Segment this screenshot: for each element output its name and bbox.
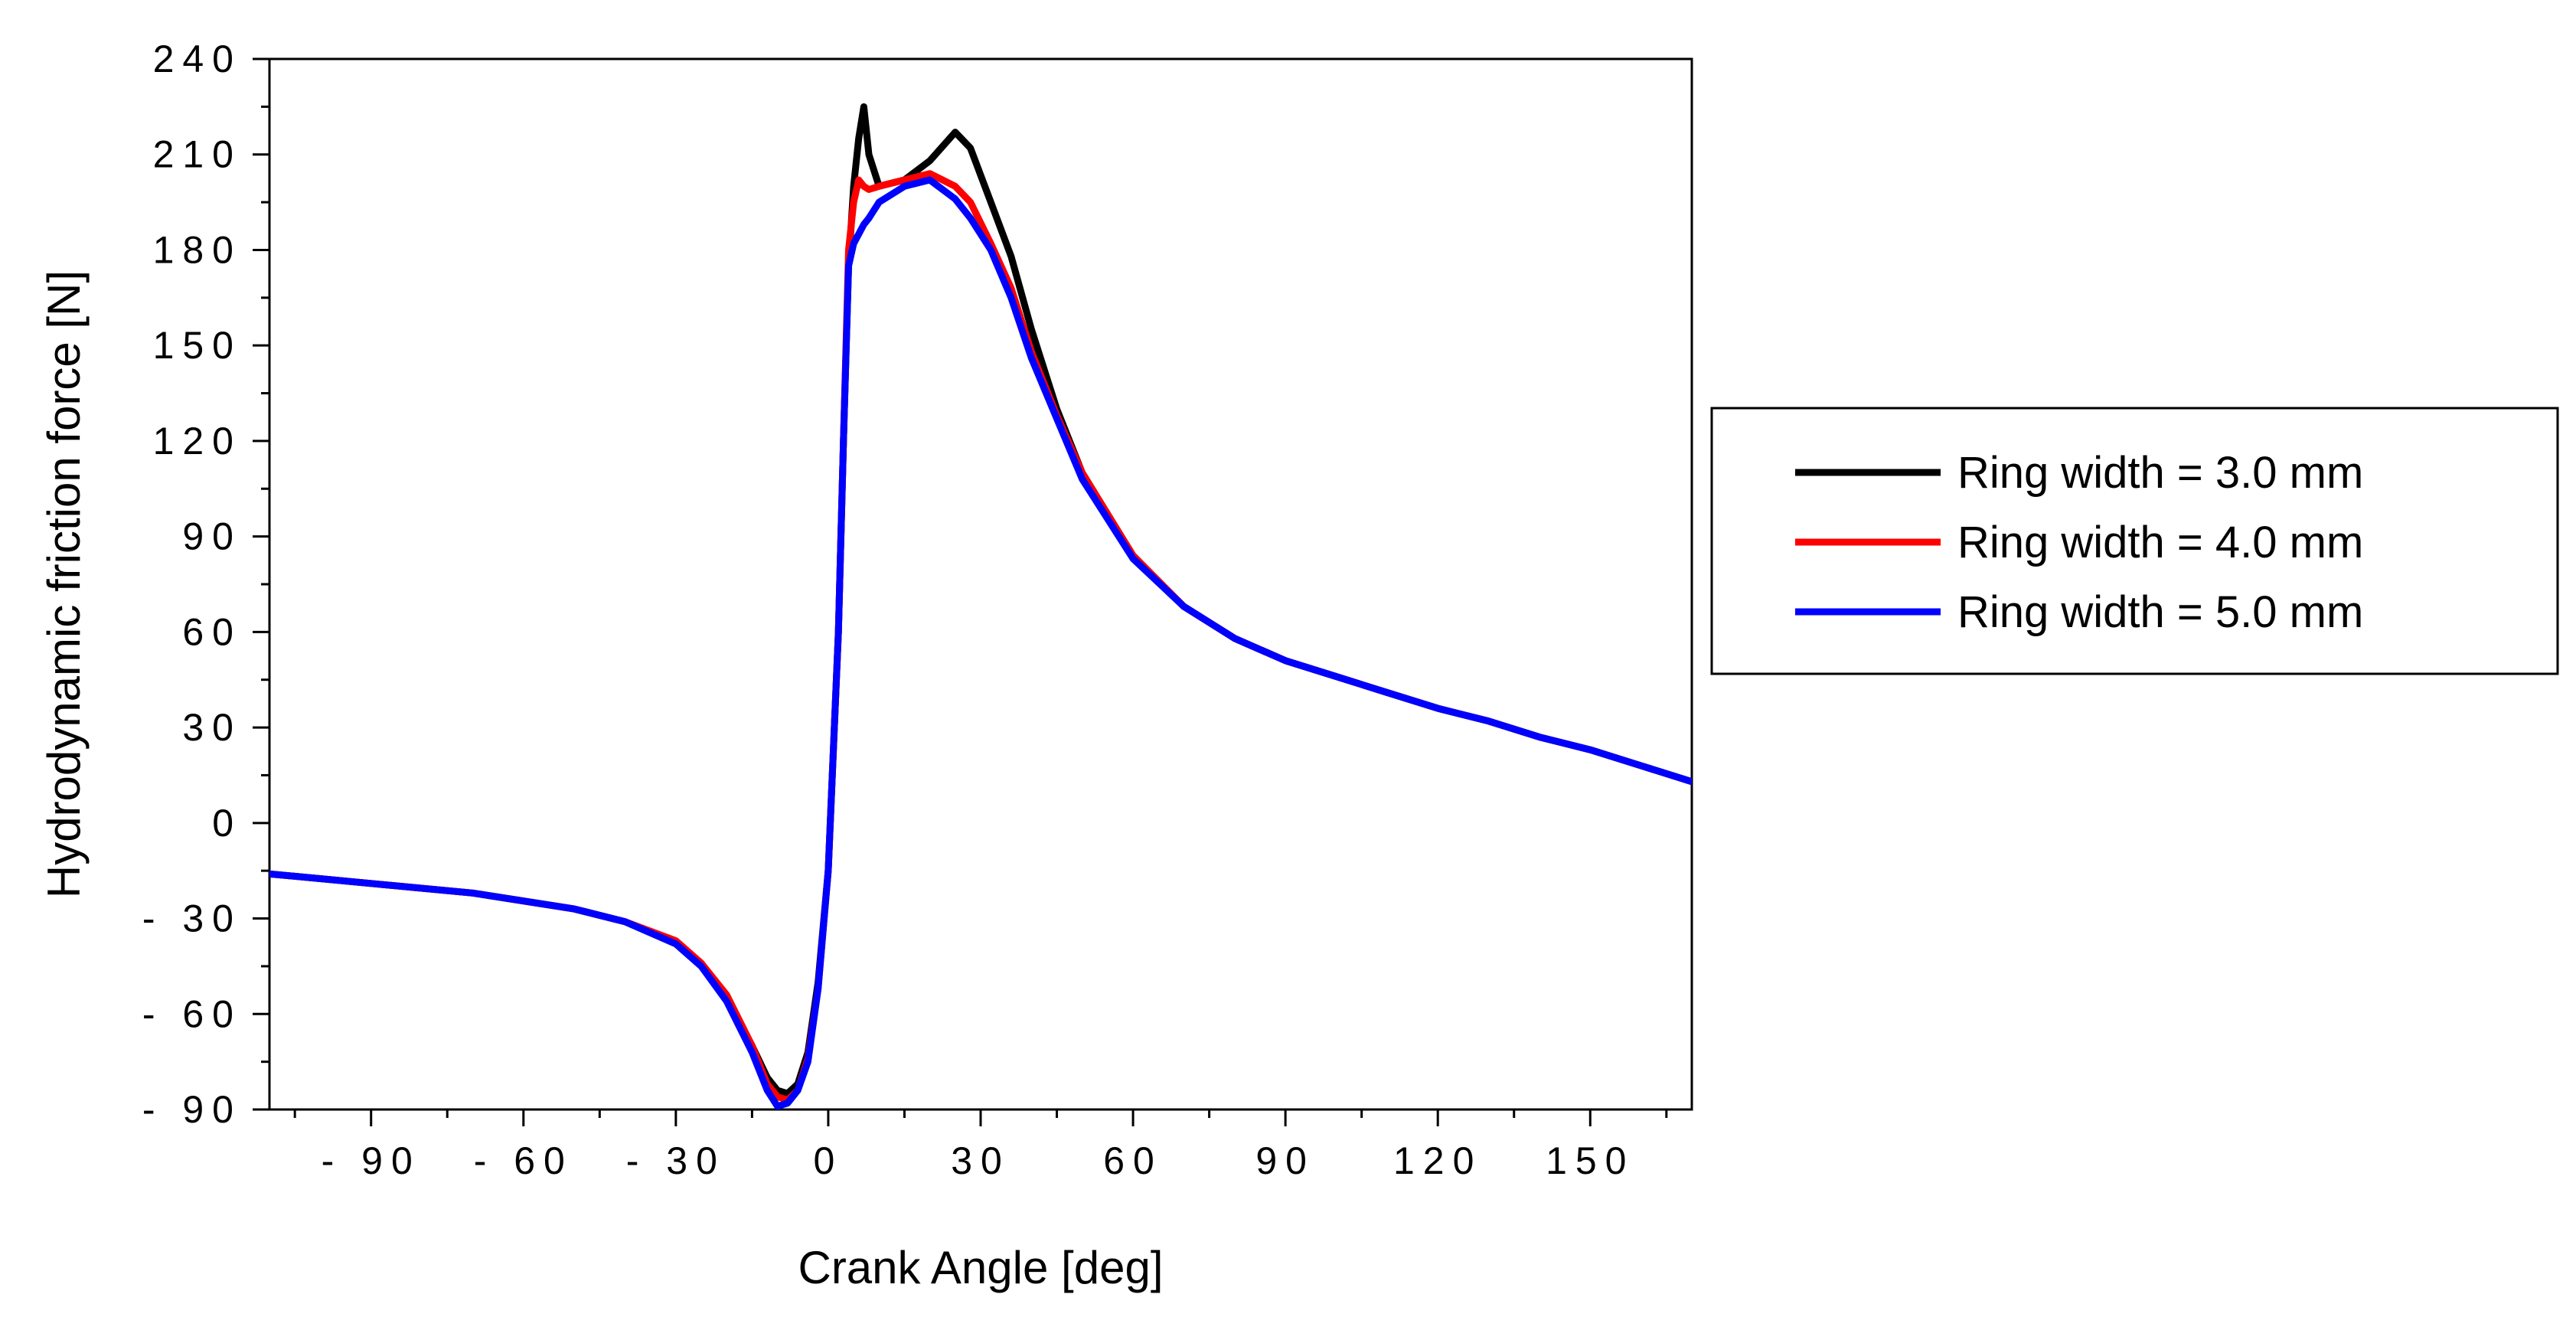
legend-label-2: Ring width = 4.0 mm: [1957, 518, 2363, 567]
x-tick-label: - 60: [474, 1139, 573, 1182]
series-line-3: [269, 176, 1692, 1109]
y-tick-label: - 90: [142, 1088, 242, 1131]
y-tick-label: - 30: [142, 897, 242, 940]
x-axis-tick-labels: - 90 - 60 - 30 0 30 60 90 120 150: [322, 1139, 1634, 1182]
y-tick-label: 180: [153, 228, 242, 271]
y-tick-label: 90: [182, 515, 242, 558]
x-tick-label: 0: [814, 1139, 844, 1182]
x-tick-label: - 30: [626, 1139, 726, 1182]
y-tick-label: 60: [182, 610, 242, 653]
y-tick-label: 210: [153, 133, 242, 176]
y-axis-tick-labels: - 90 - 60 - 30 0 30 60 90 120 150 180 210 240: [142, 38, 242, 1131]
x-tick-label: 60: [1103, 1139, 1163, 1182]
y-tick-label: 240: [153, 38, 242, 80]
x-tick-label: 150: [1546, 1139, 1634, 1182]
legend: Ring width = 3.0 mm Ring width = 4.0 mm Ri…: [1710, 407, 2559, 675]
legend-label-1: Ring width = 3.0 mm: [1957, 448, 2363, 498]
y-tick-label: 30: [182, 706, 242, 749]
y-axis-title: Hydrodynamic friction force [N]: [38, 270, 90, 898]
x-tick-label: 120: [1393, 1139, 1482, 1182]
x-axis-ticks: [293, 1109, 1668, 1126]
y-tick-label: - 60: [142, 992, 242, 1035]
series-lines: [269, 103, 1692, 1109]
x-tick-label: 90: [1255, 1139, 1315, 1182]
y-axis-ticks: [253, 57, 269, 1111]
y-tick-label: 120: [153, 420, 242, 462]
y-tick-label: 0: [212, 802, 242, 845]
x-tick-label: - 90: [322, 1139, 421, 1182]
x-axis-title: Crank Angle [deg]: [798, 1242, 1164, 1293]
x-tick-label: 30: [951, 1139, 1010, 1182]
y-tick-label: 150: [153, 324, 242, 367]
legend-label-3: Ring width = 5.0 mm: [1957, 587, 2363, 637]
